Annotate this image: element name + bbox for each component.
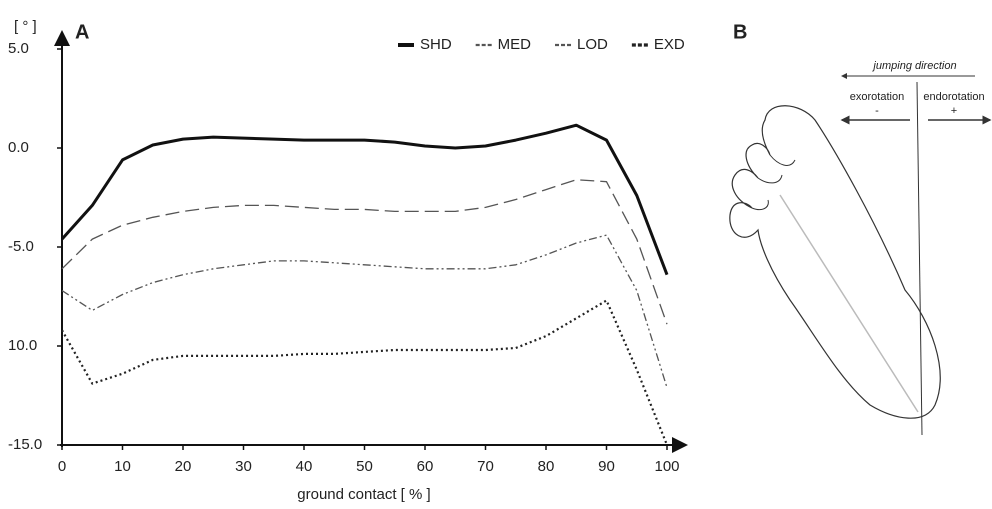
legend-label: MED [498, 36, 532, 53]
legend: SHD MED LOD EXD [398, 36, 685, 53]
endorotation-label: endorotation [923, 91, 984, 103]
reference-line [916, 81, 923, 436]
x-tick-label: 0 [58, 458, 66, 475]
exorotation-label: exorotation [850, 91, 904, 103]
y-tick-label: -5.0 [8, 238, 34, 255]
x-tick-label: 30 [235, 458, 252, 475]
panel-label: A [75, 21, 89, 43]
foot-outline [729, 105, 941, 419]
y-tick-label: 10.0 [8, 337, 37, 354]
y-tick-label: 0.0 [8, 139, 29, 156]
series-line [61, 179, 668, 325]
x-tick-label: 40 [296, 458, 313, 475]
exorotation-sign: - [875, 105, 879, 117]
series-line [60, 123, 669, 276]
legend-label: LOD [577, 36, 608, 53]
x-tick-label: 20 [175, 458, 192, 475]
legend-label: EXD [654, 36, 685, 53]
x-tick-label: 70 [477, 458, 494, 475]
x-tick-label: 50 [356, 458, 373, 475]
x-tick-label: 80 [538, 458, 555, 475]
y-unit-label: [ ° ] [14, 18, 37, 35]
foot-axis [779, 194, 919, 413]
y-tick-label: -15.0 [8, 436, 42, 453]
direction-label: jumping direction [871, 60, 956, 72]
toe-lines [751, 154, 796, 211]
x-tick-label: 10 [114, 458, 131, 475]
panel-label: B [733, 21, 747, 43]
series-line [61, 234, 668, 388]
x-axis-title: ground contact [ % ] [297, 486, 430, 503]
endorotation-sign: + [951, 105, 957, 117]
legend-label: SHD [420, 36, 452, 53]
x-tick-label: 60 [417, 458, 434, 475]
y-tick-label: 5.0 [8, 40, 29, 57]
series-line [61, 299, 669, 446]
x-tick-label: 100 [654, 458, 679, 475]
x-tick-label: 90 [598, 458, 615, 475]
